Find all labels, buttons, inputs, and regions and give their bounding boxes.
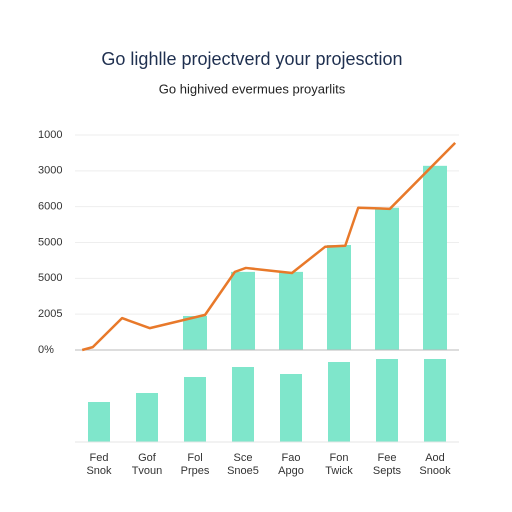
line — [81, 142, 457, 352]
bar — [88, 402, 110, 442]
chart-title: Go lighlle projectverd your projesction — [101, 49, 402, 69]
x-tick-label: Fol Prpes — [180, 452, 210, 477]
bar — [279, 271, 303, 350]
bar — [232, 367, 254, 442]
x-tick-label: Gof Tvoun — [131, 452, 163, 477]
y-tick-label: 3000 — [38, 165, 62, 177]
bar — [183, 315, 207, 350]
bar — [136, 393, 158, 442]
y-tick-label: 5000 — [38, 272, 62, 284]
bar — [376, 359, 398, 442]
chart-subtitle: Go highived evermues proyarlits — [159, 81, 346, 96]
bar — [423, 165, 447, 350]
bar — [424, 359, 446, 442]
bar — [231, 271, 255, 350]
bar — [184, 377, 206, 442]
bar — [327, 245, 351, 350]
bar — [375, 207, 399, 350]
x-tick-label: Aod Snook — [419, 452, 451, 477]
bar — [280, 374, 302, 442]
x-tick-label: Sce Snoe5 — [227, 452, 259, 477]
y-tick-label: 0% — [38, 344, 54, 356]
x-tick-label: Fed Snok — [86, 452, 112, 477]
bar — [328, 362, 350, 442]
y-tick-label: 6000 — [38, 201, 62, 213]
x-tick-label: Fon Twick — [325, 452, 353, 477]
y-tick-label: 1000 — [38, 129, 62, 141]
x-tick-label: Fee Septs — [372, 452, 402, 477]
y-tick-label: 5000 — [38, 236, 62, 248]
y-tick-label: 2005 — [38, 308, 62, 320]
x-tick-label: Fao Apgo — [278, 452, 304, 477]
